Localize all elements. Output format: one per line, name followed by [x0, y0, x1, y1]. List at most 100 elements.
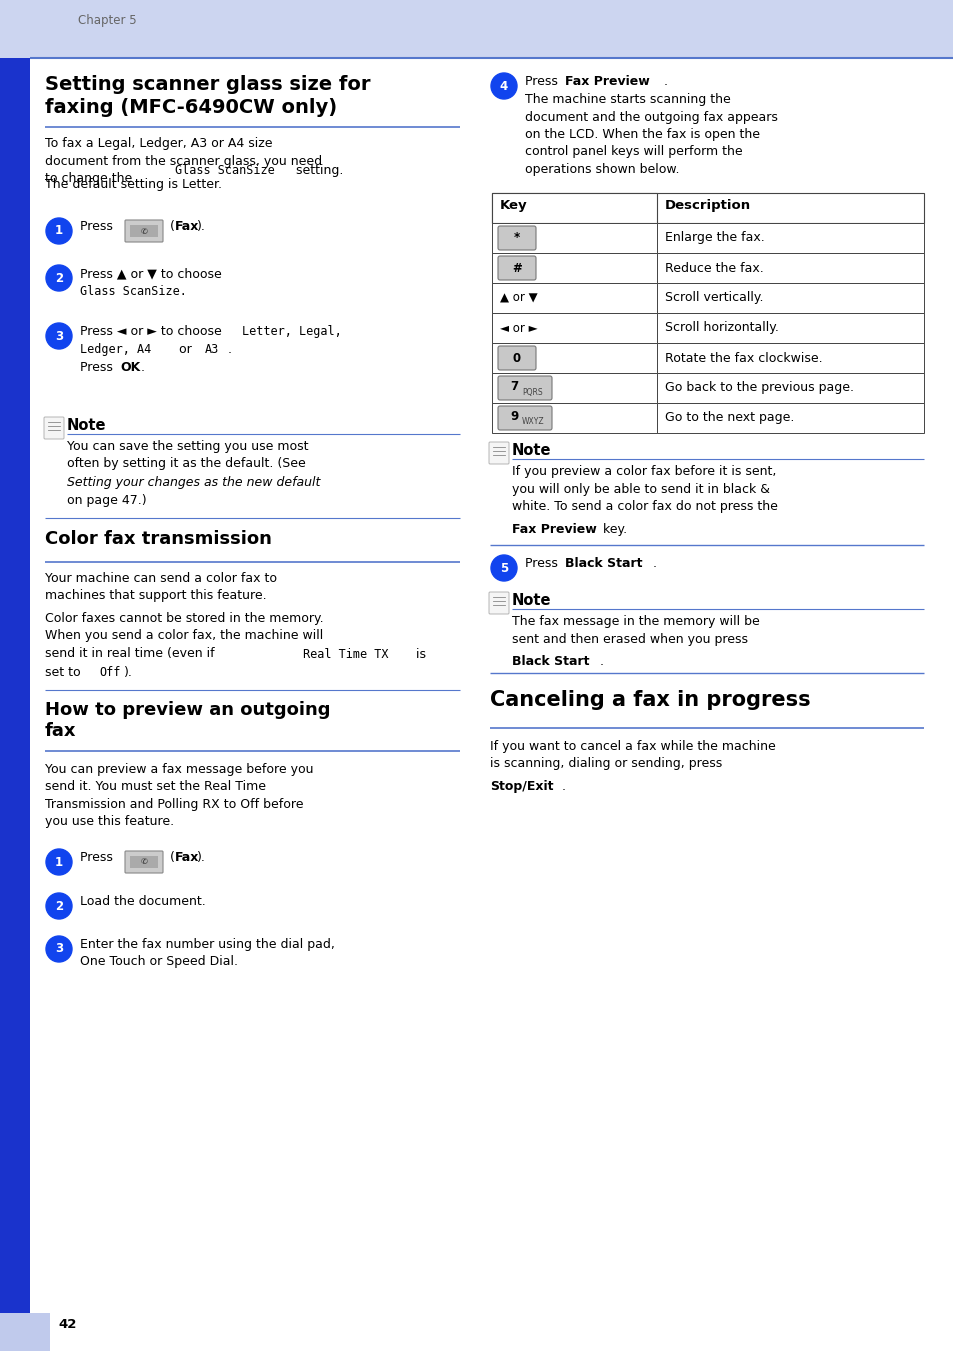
Bar: [492, 223, 657, 253]
FancyBboxPatch shape: [489, 592, 509, 613]
Circle shape: [46, 265, 71, 290]
Text: You can save the setting you use most
often by setting it as the default. (See: You can save the setting you use most of…: [67, 440, 308, 470]
Text: Glass ScanSize: Glass ScanSize: [174, 163, 274, 177]
Text: Rotate the fax clockwise.: Rotate the fax clockwise.: [664, 351, 821, 365]
Text: The machine starts scanning the
document and the outgoing fax appears
on the LCD: The machine starts scanning the document…: [524, 93, 777, 176]
Text: key.: key.: [598, 523, 626, 536]
Bar: [492, 282, 657, 313]
Text: 0: 0: [513, 351, 520, 365]
Text: Press: Press: [80, 361, 117, 374]
Text: or: or: [174, 343, 195, 357]
Circle shape: [46, 893, 71, 919]
Text: 2: 2: [55, 272, 63, 285]
Text: 42: 42: [58, 1319, 76, 1331]
Text: .: .: [599, 655, 603, 667]
FancyBboxPatch shape: [44, 417, 64, 439]
Text: Glass ScanSize.: Glass ScanSize.: [80, 285, 187, 299]
Text: WXYZ: WXYZ: [521, 417, 544, 427]
Text: Canceling a fax in progress: Canceling a fax in progress: [490, 690, 810, 711]
Circle shape: [491, 555, 517, 581]
Text: Note: Note: [512, 443, 551, 458]
Text: Note: Note: [67, 417, 107, 434]
Circle shape: [46, 323, 71, 349]
FancyBboxPatch shape: [497, 376, 552, 400]
Text: Black Start: Black Start: [564, 557, 641, 570]
Text: ◄ or ►: ◄ or ►: [499, 322, 537, 335]
Text: ✆: ✆: [140, 858, 148, 866]
Text: 1: 1: [55, 855, 63, 869]
Text: The fax message in the memory will be
sent and then erased when you press: The fax message in the memory will be se…: [512, 615, 759, 646]
Text: Enter the fax number using the dial pad,
One Touch or Speed Dial.: Enter the fax number using the dial pad,…: [80, 938, 335, 969]
Text: Black Start: Black Start: [512, 655, 589, 667]
Bar: [657, 343, 923, 373]
Text: ✆: ✆: [140, 227, 148, 235]
Text: Load the document.: Load the document.: [80, 894, 206, 908]
Bar: [0, 1313, 50, 1351]
Bar: [130, 857, 158, 867]
Text: Description: Description: [664, 199, 750, 212]
Text: (: (: [166, 851, 174, 865]
Text: ).: ).: [196, 220, 206, 232]
Text: Ledger, A4: Ledger, A4: [80, 343, 152, 357]
Circle shape: [46, 218, 71, 245]
FancyBboxPatch shape: [497, 346, 536, 370]
FancyBboxPatch shape: [125, 220, 163, 242]
Text: Setting your changes as the new default: Setting your changes as the new default: [67, 476, 320, 489]
Text: Go back to the previous page.: Go back to the previous page.: [664, 381, 853, 394]
Text: Press ◄ or ► to choose: Press ◄ or ► to choose: [80, 326, 226, 338]
Text: 7: 7: [510, 381, 517, 393]
Bar: [657, 223, 923, 253]
Text: Fax Preview: Fax Preview: [564, 76, 649, 88]
Text: 3: 3: [55, 330, 63, 343]
Text: Scroll horizontally.: Scroll horizontally.: [664, 322, 778, 335]
Text: Press: Press: [80, 851, 117, 865]
Text: Stop/Exit: Stop/Exit: [490, 780, 553, 793]
Text: Note: Note: [512, 593, 551, 608]
Text: Enlarge the fax.: Enlarge the fax.: [664, 231, 764, 245]
Text: 9: 9: [510, 411, 517, 423]
Text: Color fax transmission: Color fax transmission: [45, 530, 272, 549]
Text: Press: Press: [80, 220, 117, 232]
Bar: [492, 313, 657, 343]
Text: 2: 2: [55, 900, 63, 912]
Text: .: .: [652, 557, 657, 570]
Bar: [0, 0, 953, 58]
Text: on page 47.): on page 47.): [67, 494, 147, 507]
Text: 1: 1: [55, 224, 63, 238]
Bar: [657, 282, 923, 313]
Text: Off: Off: [99, 666, 120, 680]
Text: set to: set to: [45, 666, 85, 680]
Text: Key: Key: [499, 199, 527, 212]
Text: If you want to cancel a fax while the machine
is scanning, dialing or sending, p: If you want to cancel a fax while the ma…: [490, 740, 775, 770]
Text: PQRS: PQRS: [521, 388, 542, 396]
Bar: [492, 193, 657, 223]
Text: Setting scanner glass size for
faxing (MFC-6490CW only): Setting scanner glass size for faxing (M…: [45, 76, 370, 116]
Text: .: .: [561, 780, 565, 793]
Text: ).: ).: [196, 851, 206, 865]
Text: A3: A3: [205, 343, 219, 357]
Text: 5: 5: [499, 562, 508, 574]
Text: 4: 4: [499, 80, 508, 92]
FancyBboxPatch shape: [497, 226, 536, 250]
Text: ▲ or ▼: ▲ or ▼: [499, 292, 537, 304]
Bar: [492, 403, 657, 434]
Bar: [492, 193, 923, 223]
Text: Fax: Fax: [174, 220, 199, 232]
Bar: [657, 253, 923, 282]
Bar: [492, 343, 657, 373]
Text: OK: OK: [120, 361, 140, 374]
Text: Fax Preview: Fax Preview: [512, 523, 597, 536]
Text: Press: Press: [524, 76, 561, 88]
Text: Press ▲ or ▼ to choose: Press ▲ or ▼ to choose: [80, 267, 221, 280]
Text: setting.: setting.: [292, 163, 343, 177]
Bar: [657, 403, 923, 434]
Text: Reduce the fax.: Reduce the fax.: [664, 262, 763, 274]
Text: .: .: [141, 361, 145, 374]
Bar: [0, 58, 30, 1351]
Text: You can preview a fax message before you
send it. You must set the Real Time
Tra: You can preview a fax message before you…: [45, 763, 314, 828]
Text: Chapter 5: Chapter 5: [78, 14, 136, 27]
Bar: [657, 313, 923, 343]
FancyBboxPatch shape: [125, 851, 163, 873]
Circle shape: [46, 936, 71, 962]
Text: Your machine can send a color fax to
machines that support this feature.: Your machine can send a color fax to mac…: [45, 571, 276, 603]
